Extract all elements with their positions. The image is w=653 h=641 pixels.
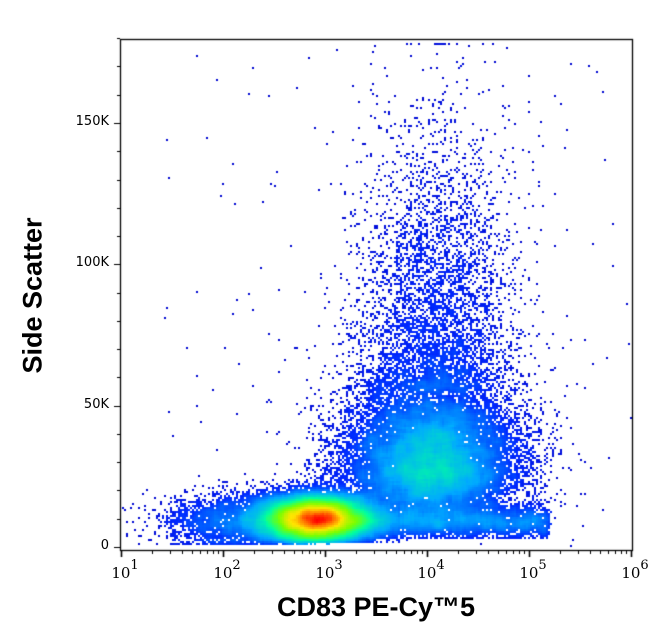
- y-tick-label: 0: [100, 538, 109, 553]
- x-tick-label: 102: [213, 558, 241, 582]
- x-tick-label: 101: [111, 558, 139, 582]
- y-axis-title: Side Scatter: [17, 217, 48, 374]
- x-axis-title: CD83 PE-Cy™5: [276, 592, 476, 622]
- y-tick-label: 100K: [75, 255, 109, 271]
- x-tick-label: 106: [621, 558, 649, 582]
- y-tick-label: 150K: [75, 114, 109, 129]
- x-tick-label: 103: [315, 558, 343, 582]
- y-tick-label: 50K: [83, 396, 109, 412]
- x-tick-label: 105: [519, 558, 547, 582]
- x-tick-label: 104: [417, 558, 445, 582]
